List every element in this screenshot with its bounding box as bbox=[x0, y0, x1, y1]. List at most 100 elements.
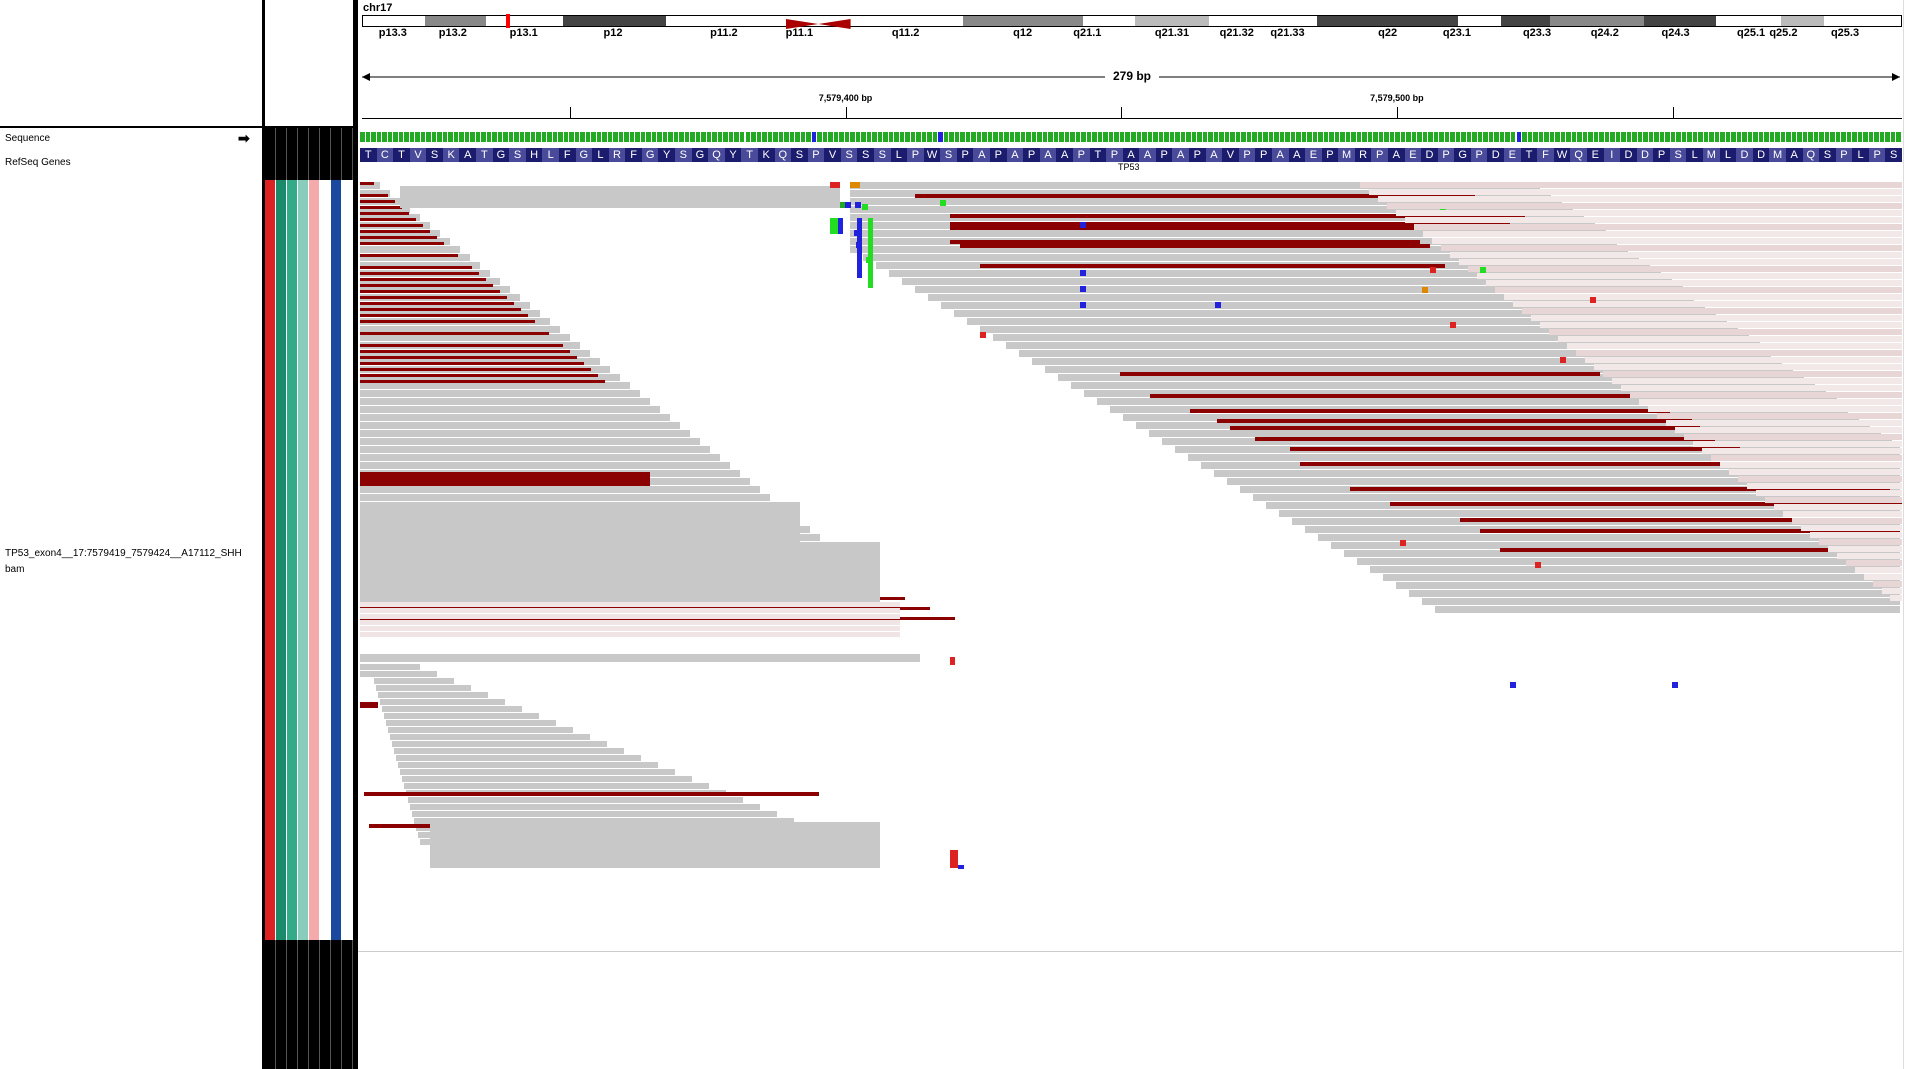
mismatch-read[interactable] bbox=[915, 194, 1475, 198]
aligned-read[interactable] bbox=[1837, 553, 1902, 559]
aligned-read[interactable] bbox=[360, 486, 760, 493]
mismatch-read[interactable] bbox=[1120, 372, 1600, 376]
mismatch-base[interactable] bbox=[1590, 297, 1596, 303]
aligned-read[interactable] bbox=[1435, 606, 1900, 613]
aligned-read[interactable] bbox=[1711, 455, 1902, 461]
refseq-track-label[interactable]: RefSeq Genes bbox=[5, 157, 71, 168]
aligned-read[interactable] bbox=[360, 608, 900, 613]
aligned-read[interactable] bbox=[889, 270, 1661, 277]
bam-track-label[interactable]: TP53_exon4__17:7579419_7579424__A17112_S… bbox=[5, 548, 242, 559]
mismatch-read[interactable] bbox=[360, 290, 500, 293]
aligned-read[interactable] bbox=[1279, 510, 1900, 517]
mismatch-base[interactable] bbox=[1535, 562, 1541, 568]
aligned-read[interactable] bbox=[412, 811, 777, 817]
ideogram-band[interactable] bbox=[562, 16, 666, 26]
aligned-read[interactable] bbox=[360, 446, 710, 453]
aligned-read[interactable] bbox=[360, 614, 900, 619]
aligned-read[interactable] bbox=[1684, 434, 1902, 440]
aligned-read[interactable] bbox=[400, 769, 675, 775]
attribute-cell[interactable] bbox=[298, 180, 308, 940]
sequence-track-label[interactable]: Sequence bbox=[5, 133, 51, 144]
aligned-read[interactable] bbox=[1765, 497, 1902, 503]
aligned-read[interactable] bbox=[360, 350, 590, 357]
aligned-read[interactable] bbox=[1810, 532, 1902, 538]
aligned-read[interactable] bbox=[360, 286, 510, 293]
aligned-read[interactable] bbox=[404, 783, 709, 789]
aligned-read[interactable] bbox=[360, 246, 460, 253]
mismatch-read[interactable] bbox=[360, 212, 409, 215]
aligned-read[interactable] bbox=[1409, 590, 1900, 597]
mismatch-read[interactable] bbox=[960, 244, 1430, 248]
aligned-read[interactable] bbox=[360, 358, 600, 365]
mismatch-base[interactable] bbox=[1400, 540, 1406, 546]
gene-name-label[interactable]: TP53 bbox=[1118, 162, 1140, 172]
aligned-read[interactable] bbox=[915, 286, 1683, 293]
aligned-read[interactable] bbox=[360, 632, 900, 637]
aligned-read[interactable] bbox=[1720, 462, 1902, 468]
bam-track-label-suffix[interactable]: bam bbox=[5, 564, 25, 575]
aligned-read[interactable] bbox=[1370, 566, 1900, 573]
aligned-read[interactable] bbox=[850, 230, 1606, 237]
aligned-read[interactable] bbox=[1612, 378, 1902, 384]
panel-divider[interactable] bbox=[262, 0, 265, 1069]
aligned-read[interactable] bbox=[374, 678, 454, 684]
aligned-read[interactable] bbox=[360, 671, 437, 677]
aligned-read[interactable] bbox=[360, 414, 670, 421]
aligned-read[interactable] bbox=[360, 278, 500, 285]
alignment-reads[interactable] bbox=[360, 182, 1902, 942]
aligned-read[interactable] bbox=[1666, 420, 1902, 426]
attribute-footer-cell[interactable] bbox=[265, 940, 276, 1069]
attribute-footer-cell[interactable] bbox=[320, 940, 331, 1069]
ideogram-band[interactable] bbox=[1550, 16, 1645, 26]
aligned-read[interactable] bbox=[360, 654, 920, 662]
mismatch-base[interactable] bbox=[868, 218, 873, 288]
aligned-read[interactable] bbox=[360, 664, 420, 670]
aligned-read[interactable] bbox=[1630, 392, 1902, 398]
aligned-read[interactable] bbox=[1648, 406, 1902, 412]
ideogram-band[interactable] bbox=[1644, 16, 1717, 26]
aligned-read[interactable] bbox=[1621, 385, 1902, 391]
aligned-read[interactable] bbox=[850, 198, 1562, 205]
aligned-read[interactable] bbox=[360, 254, 470, 261]
aligned-read[interactable] bbox=[1657, 413, 1902, 419]
aligned-read[interactable] bbox=[1032, 358, 1782, 365]
aligned-read[interactable] bbox=[1387, 203, 1902, 209]
aligned-read[interactable] bbox=[1188, 454, 1900, 461]
mismatch-read[interactable] bbox=[360, 200, 395, 203]
aligned-read[interactable] bbox=[1855, 567, 1902, 573]
ideogram-band[interactable] bbox=[1824, 16, 1901, 26]
aligned-read[interactable] bbox=[967, 318, 1727, 325]
aligned-read[interactable] bbox=[360, 438, 700, 445]
attribute-cell[interactable] bbox=[287, 180, 297, 940]
attribute-header-cell[interactable] bbox=[331, 128, 342, 180]
attribute-footer-cell[interactable] bbox=[342, 940, 353, 1069]
aligned-read[interactable] bbox=[1522, 308, 1902, 314]
mismatch-read[interactable] bbox=[360, 472, 650, 486]
ideogram-band[interactable] bbox=[1781, 16, 1825, 26]
mismatch-read[interactable] bbox=[360, 242, 444, 245]
mismatch-read[interactable] bbox=[360, 320, 535, 323]
mismatch-read[interactable] bbox=[1150, 394, 1650, 398]
mismatch-read[interactable] bbox=[950, 240, 1420, 244]
aligned-read[interactable] bbox=[378, 692, 488, 698]
aligned-read[interactable] bbox=[360, 302, 530, 309]
mismatch-base[interactable] bbox=[1080, 302, 1086, 308]
aligned-read[interactable] bbox=[1585, 357, 1902, 363]
aligned-read[interactable] bbox=[1828, 546, 1902, 552]
aligned-read[interactable] bbox=[380, 699, 505, 705]
aligned-read[interactable] bbox=[1504, 294, 1902, 300]
aligned-read[interactable] bbox=[1783, 511, 1902, 517]
mismatch-base[interactable] bbox=[950, 657, 955, 665]
attribute-footer-cell[interactable] bbox=[298, 940, 309, 1069]
attribute-footer-cell[interactable] bbox=[276, 940, 287, 1069]
ideogram-band[interactable] bbox=[1082, 16, 1136, 26]
ideogram-band[interactable] bbox=[850, 16, 963, 26]
aligned-read[interactable] bbox=[1383, 574, 1900, 581]
aligned-read[interactable] bbox=[954, 310, 1716, 317]
aligned-read[interactable] bbox=[1360, 182, 1902, 188]
aligned-read[interactable] bbox=[1432, 238, 1902, 244]
aligned-read[interactable] bbox=[1441, 245, 1902, 251]
aligned-read[interactable] bbox=[850, 246, 1628, 253]
aligned-read[interactable] bbox=[360, 390, 640, 397]
attribute-footer-cell[interactable] bbox=[331, 940, 342, 1069]
